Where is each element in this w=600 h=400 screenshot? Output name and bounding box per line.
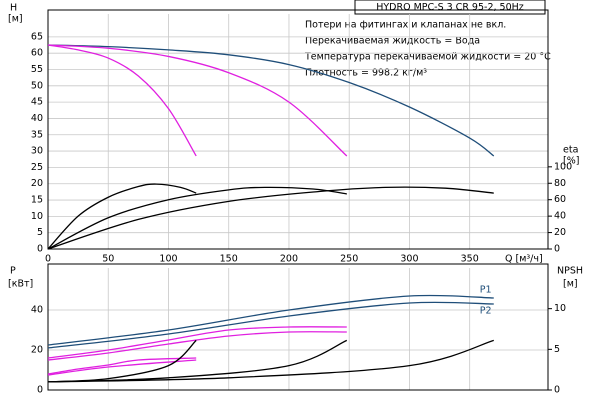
curve: [47, 44, 495, 157]
y2-axis-unit: [м]: [563, 279, 578, 290]
legend-label: P2: [480, 306, 492, 317]
y-axis-unit: [кВт]: [8, 279, 33, 290]
note: Температура перекачиваемой жидкости = 20…: [304, 52, 551, 63]
x-tick-label: 0: [45, 254, 51, 265]
note: Плотность = 998.2 кг/м³: [305, 68, 427, 79]
y-tick-label: 60: [31, 48, 43, 59]
y2-tick-label: 100: [554, 161, 572, 172]
y-tick-label: 45: [31, 97, 43, 108]
curve: [47, 294, 494, 346]
y2-axis-title: eta: [563, 145, 578, 156]
curve: [47, 326, 347, 359]
y2-axis-unit: [%]: [563, 156, 579, 167]
curve: [47, 186, 494, 250]
y-tick-label: 25: [31, 162, 43, 173]
y2-tick-label: 40: [554, 211, 566, 222]
y2-axis-title: NPSH: [557, 266, 583, 277]
curve: [47, 357, 197, 375]
x-tick-label: 250: [340, 254, 358, 265]
curve: [47, 186, 347, 250]
curve: [47, 331, 347, 361]
legend-label: P1: [480, 285, 492, 296]
y-tick-label: 40: [31, 305, 43, 316]
y2-tick-label: 80: [554, 178, 566, 189]
y-tick-label: 50: [31, 80, 43, 91]
y-tick-label: 0: [37, 385, 43, 396]
note: Перекачиваемая жидкость = Вода: [305, 36, 480, 47]
plot-frame: [47, 263, 549, 391]
plot-frame: [47, 9, 549, 250]
y2-tick-label: 60: [554, 194, 566, 205]
y-tick-label: 10: [31, 211, 43, 222]
note: Потери на фитингах и клапанах не вкл.: [305, 20, 506, 31]
y-tick-label: 20: [31, 345, 43, 356]
curve: [47, 339, 494, 383]
y-tick-label: 40: [31, 113, 43, 124]
x-tick-label: 300: [400, 254, 418, 265]
x-tick-label: 200: [280, 254, 298, 265]
curve: [47, 183, 197, 250]
chart-title: HYDRO MPC-S 3 CR 95-2, 50Hz: [376, 2, 524, 13]
x-tick-label: 100: [159, 254, 177, 265]
curve: [47, 44, 197, 157]
x-tick-label: 350: [461, 254, 479, 265]
x-tick-label: 50: [102, 254, 114, 265]
y-tick-label: 5: [37, 227, 43, 238]
y-axis-title: P: [10, 266, 16, 277]
y2-tick-label: 20: [554, 227, 566, 238]
y-tick-label: 30: [31, 146, 43, 157]
y-tick-label: 65: [31, 31, 43, 42]
x-axis-title: Q [м³/ч]: [505, 254, 543, 265]
y-tick-label: 15: [31, 195, 43, 206]
y2-tick-label: 0: [554, 385, 560, 396]
y-tick-label: 20: [31, 178, 43, 189]
y2-tick-label: 0: [554, 244, 560, 255]
y-tick-label: 0: [37, 244, 43, 255]
curve: [47, 44, 348, 157]
curve: [47, 339, 348, 383]
y-tick-label: 55: [31, 64, 43, 75]
curve: [47, 301, 494, 349]
y-axis-unit: [м]: [8, 14, 23, 25]
y2-tick-label: 10: [554, 303, 566, 314]
y-tick-label: 35: [31, 129, 43, 140]
y-axis-title: H: [10, 3, 17, 14]
y2-tick-label: 5: [554, 344, 560, 355]
curve: [47, 359, 197, 376]
x-tick-label: 150: [220, 254, 238, 265]
